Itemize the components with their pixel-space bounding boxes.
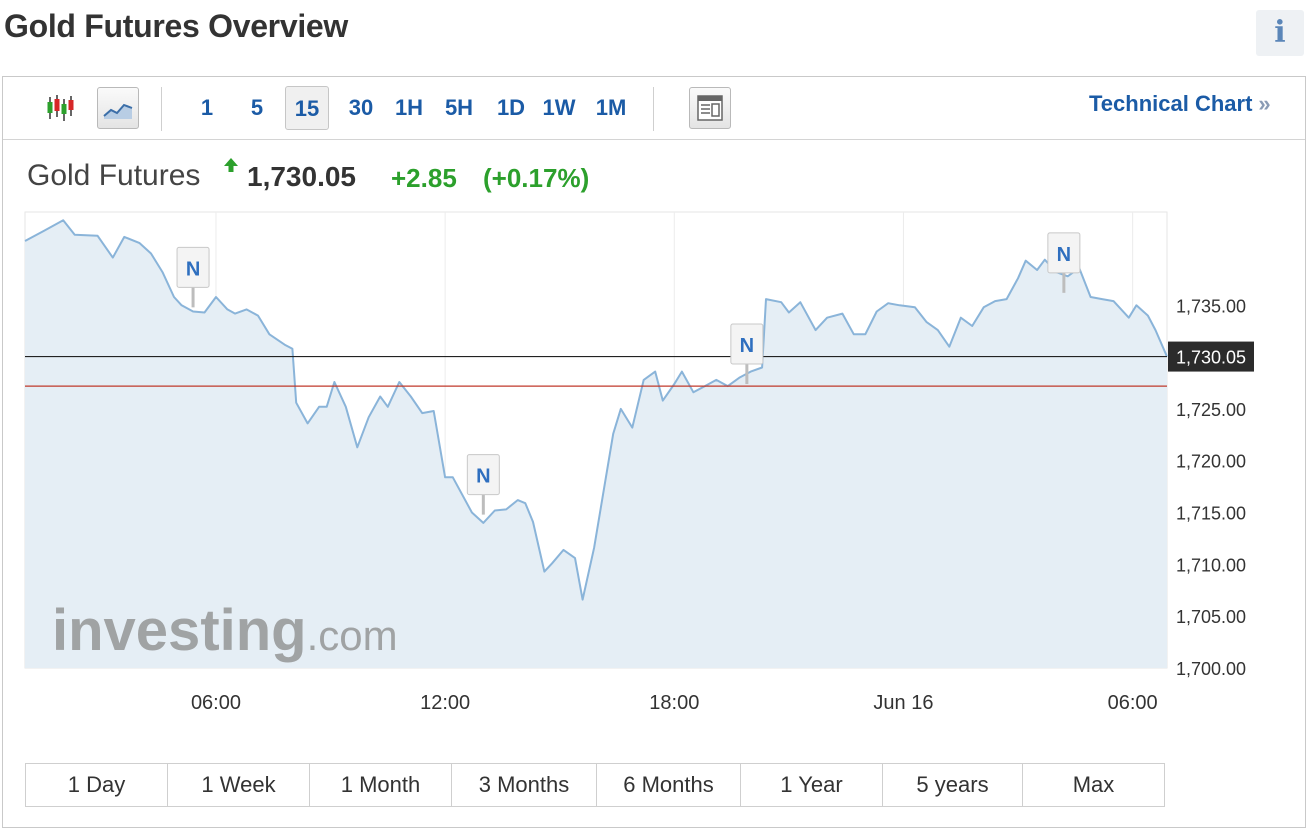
chevron-right-icon: » [1258, 91, 1271, 116]
chart-toolbar: 1 5 15 30 1H 5H 1D 1W 1M Technical Chart» [3, 77, 1305, 140]
interval-30-button[interactable]: 30 [348, 95, 374, 120]
range-5-years-button[interactable]: 5 years [883, 764, 1023, 806]
price-change: +2.85 [391, 163, 457, 193]
time-range-selector: 1 Day 1 Week 1 Month 3 Months 6 Months 1 Year… [25, 763, 1165, 807]
line-chart-icon[interactable] [97, 87, 139, 129]
technical-chart-label: Technical Chart [1089, 91, 1253, 116]
toolbar-separator [653, 87, 654, 131]
range-3-months-button[interactable]: 3 Months [452, 764, 597, 806]
interval-15-button[interactable]: 15 [285, 86, 329, 130]
range-1-day-button[interactable]: 1 Day [26, 764, 168, 806]
price-change-percent: (+0.17%) [483, 163, 590, 193]
interval-5h-button[interactable]: 5H [444, 95, 474, 120]
interval-1h-button[interactable]: 1H [394, 95, 424, 120]
last-price: 1,730.05 [247, 161, 356, 192]
chart-panel: 1 5 15 30 1H 5H 1D 1W 1M Technical Chart» Gold F… [2, 76, 1306, 828]
range-6-months-button[interactable]: 6 Months [597, 764, 741, 806]
range-1-year-button[interactable]: 1 Year [741, 764, 883, 806]
info-icon[interactable]: i [1256, 10, 1304, 56]
page-title: Gold Futures Overview [4, 8, 349, 44]
interval-1m-button[interactable]: 1M [595, 95, 627, 120]
range-max-button[interactable]: Max [1072, 772, 1115, 797]
range-1-month-button[interactable]: 1 Month [310, 764, 452, 806]
technical-chart-link[interactable]: Technical Chart» [1089, 91, 1271, 117]
instrument-name: Gold Futures [27, 159, 201, 192]
range-1-week-button[interactable]: 1 Week [168, 764, 310, 806]
interval-5-button[interactable]: 5 [250, 95, 264, 120]
interval-1w-button[interactable]: 1W [542, 95, 576, 120]
up-arrow-icon [223, 157, 239, 175]
toolbar-separator [161, 87, 162, 131]
interval-1-button[interactable]: 1 [200, 95, 214, 120]
layout-icon[interactable] [689, 87, 731, 129]
candlestick-icon[interactable] [41, 87, 83, 129]
interval-1d-button[interactable]: 1D [496, 95, 526, 120]
